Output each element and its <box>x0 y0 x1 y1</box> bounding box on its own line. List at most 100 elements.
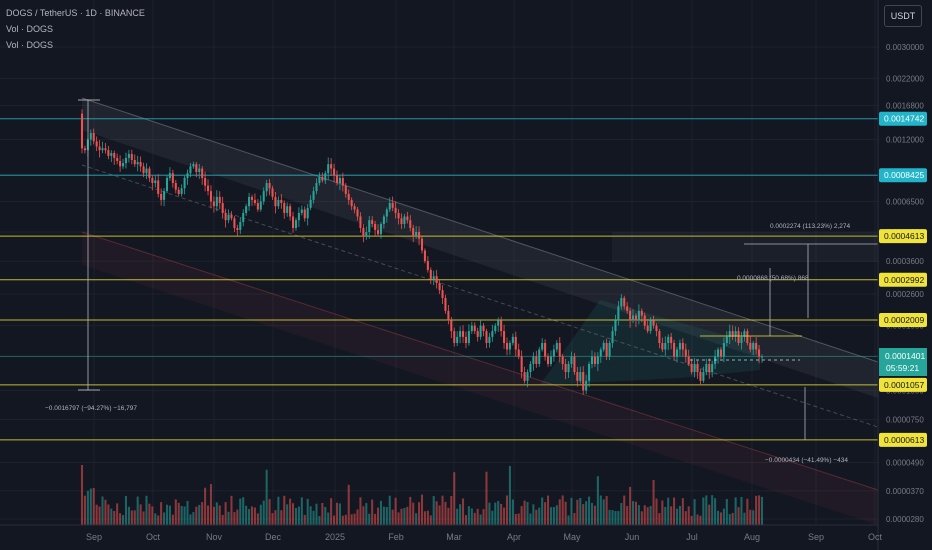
candle-body <box>324 173 327 181</box>
candle-body <box>646 325 649 332</box>
volume-bar <box>160 502 163 525</box>
candle-body <box>590 356 594 364</box>
candle-body <box>303 209 306 219</box>
candle-body <box>702 372 705 381</box>
volume-bar <box>256 513 259 525</box>
candle-body <box>708 363 711 373</box>
volume-bar <box>239 498 242 525</box>
volume-bar <box>300 497 303 525</box>
volume-bar <box>198 504 201 525</box>
volume-bar <box>690 515 693 525</box>
volume-bar <box>409 496 412 525</box>
candle-body <box>192 164 195 167</box>
candle-body <box>350 199 353 207</box>
volume-bar <box>335 502 339 525</box>
volume-bar <box>388 495 391 525</box>
volume-bar <box>637 505 640 525</box>
candle-body <box>110 153 113 156</box>
volume-bar <box>347 484 350 525</box>
candle-body <box>174 183 177 190</box>
volume-bar <box>92 488 95 525</box>
y-tick-label: 0.0002600 <box>886 290 924 299</box>
candle-body <box>725 336 728 343</box>
volume-bar <box>338 503 341 525</box>
annotation-label-3: −0.0016797 (−94.27%) −16,797 <box>45 405 137 412</box>
current-price-value: 0.0001401 <box>885 351 925 361</box>
volume-bar <box>482 509 485 525</box>
volume-bar <box>324 506 327 525</box>
candle-body <box>394 207 397 213</box>
volume-bar <box>743 512 746 525</box>
candle-body <box>743 331 746 337</box>
candle-body <box>608 342 611 357</box>
candle-body <box>423 250 426 262</box>
volume-bar <box>520 506 523 525</box>
candle-body <box>274 196 277 207</box>
channel-top-line <box>81 97 879 363</box>
price-level-badge <box>879 229 927 244</box>
volume-bar <box>250 506 254 525</box>
candle-body <box>614 320 617 332</box>
volume-bar <box>740 496 743 525</box>
volume-legend-1[interactable]: Vol · DOGS <box>6 24 54 34</box>
volume-bar <box>467 506 470 525</box>
price-level-badge <box>879 313 927 328</box>
channel-bottom-line <box>81 231 879 491</box>
symbol-title[interactable]: DOGS / TetherUS · 1D · BINANCE <box>6 8 145 18</box>
volume-bar <box>145 495 148 525</box>
candle-body <box>731 331 734 337</box>
candle-body <box>541 342 544 350</box>
volume-bar <box>473 512 476 525</box>
volume-bar <box>661 500 664 525</box>
volume-bar <box>397 512 400 525</box>
volume-bar <box>192 512 195 525</box>
volume-bar <box>523 500 526 525</box>
candle-body <box>473 325 476 332</box>
candle-body <box>294 220 297 228</box>
candle-body <box>520 356 523 373</box>
candle-body <box>719 349 722 357</box>
candle-body <box>655 325 658 332</box>
channel-upper-band <box>82 98 878 398</box>
volume-bar <box>330 498 333 525</box>
candle-body <box>242 212 245 223</box>
candle-body <box>256 203 259 210</box>
x-tick-label: Nov <box>206 532 223 542</box>
current-price-countdown: 05:59:21 <box>886 363 919 373</box>
volume-bar <box>494 502 497 525</box>
x-tick-label: Feb <box>388 532 404 542</box>
volume-bar <box>760 496 764 525</box>
x-tick-label: 2025 <box>325 532 345 542</box>
volume-bar <box>89 488 92 525</box>
volume-bar <box>171 514 174 525</box>
time-axis[interactable]: Sep Oct Nov Dec 2025 Feb Mar Apr May Jun Jul Aug Sep… <box>0 524 882 542</box>
volume-bar <box>702 497 705 525</box>
volume-bar <box>136 496 139 525</box>
volume-bar <box>590 502 594 525</box>
volume-bar <box>400 508 403 525</box>
annotation-label-1: 0.0002274 (113.23%) 2,274 <box>770 223 850 230</box>
candle-body <box>728 331 731 337</box>
candle-body <box>470 325 473 332</box>
volume-bar <box>447 507 450 525</box>
currency-button[interactable]: USDT <box>884 5 922 27</box>
candle-body <box>532 356 535 364</box>
candle-body <box>547 356 550 364</box>
volume-bar <box>526 501 529 525</box>
volume-bar <box>514 513 517 525</box>
candle-body <box>368 220 371 233</box>
volume-bar <box>497 501 500 525</box>
volume-bar <box>596 476 599 525</box>
candle-body <box>338 177 341 184</box>
candle-body <box>511 336 514 343</box>
candle-body <box>157 180 160 194</box>
volume-bar <box>245 505 248 525</box>
current-price-box <box>879 348 927 376</box>
volume-bar <box>708 504 711 525</box>
volume-legend-2[interactable]: Vol · DOGS <box>6 40 54 50</box>
volume-bar <box>418 502 421 525</box>
volume-bar <box>681 498 684 525</box>
candle-body <box>640 310 643 316</box>
